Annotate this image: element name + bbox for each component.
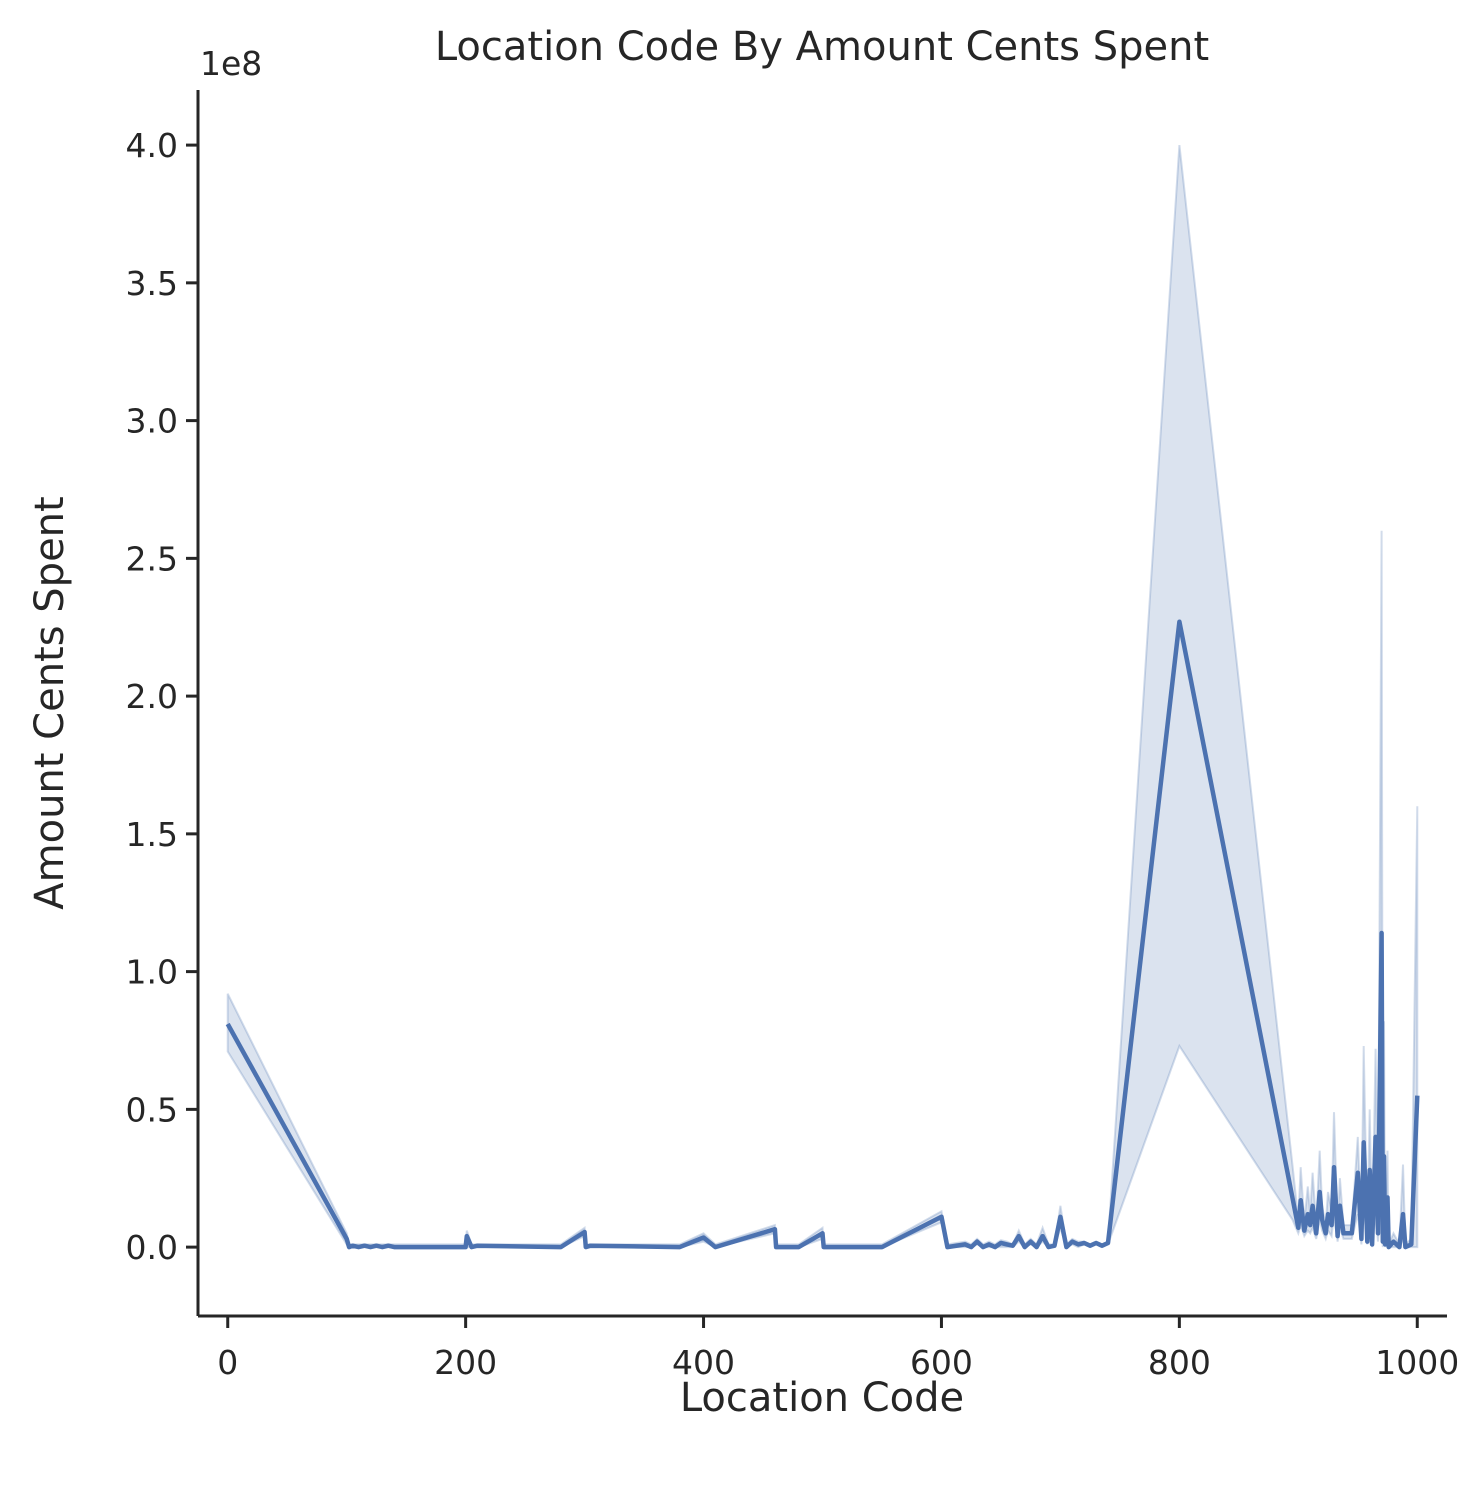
- x-tick-label: 200: [434, 1343, 497, 1382]
- y-tick-label: 2.5: [126, 539, 178, 578]
- x-tick-label: 600: [910, 1343, 973, 1382]
- y-tick-label: 2.0: [126, 677, 178, 716]
- axes-layer: [196, 90, 1447, 1318]
- x-tick-label: 800: [1148, 1343, 1211, 1382]
- confidence-band: [226, 144, 1419, 1249]
- y-tick-label: 3.5: [126, 264, 178, 303]
- x-tick-label: 0: [217, 1343, 238, 1382]
- series-line: [225, 619, 1420, 1250]
- series-line-layer: [225, 619, 1420, 1250]
- y-tick-label: 1.5: [126, 815, 178, 854]
- y-tick-label: 0.5: [126, 1090, 178, 1129]
- x-axis-label: Location Code: [679, 1375, 965, 1421]
- confidence-band-layer: [226, 144, 1419, 1249]
- x-ticks: 0 200 400 600 800 1000: [217, 1316, 1459, 1382]
- y-axis-offset-text: 1e8: [200, 44, 263, 83]
- y-tick-label: 3.0: [126, 402, 178, 441]
- y-ticks: 0.0 0.5 1.0 1.5 2.0 2.5 3.0 3.5 4.0: [126, 126, 198, 1267]
- y-tick-label: 0.0: [126, 1228, 178, 1267]
- y-tick-label: 1.0: [126, 953, 178, 992]
- chart-title: Location Code By Amount Cents Spent: [434, 24, 1210, 70]
- x-tick-label: 1000: [1375, 1343, 1459, 1382]
- y-tick-label: 4.0: [126, 126, 178, 165]
- x-tick-label: 400: [672, 1343, 735, 1382]
